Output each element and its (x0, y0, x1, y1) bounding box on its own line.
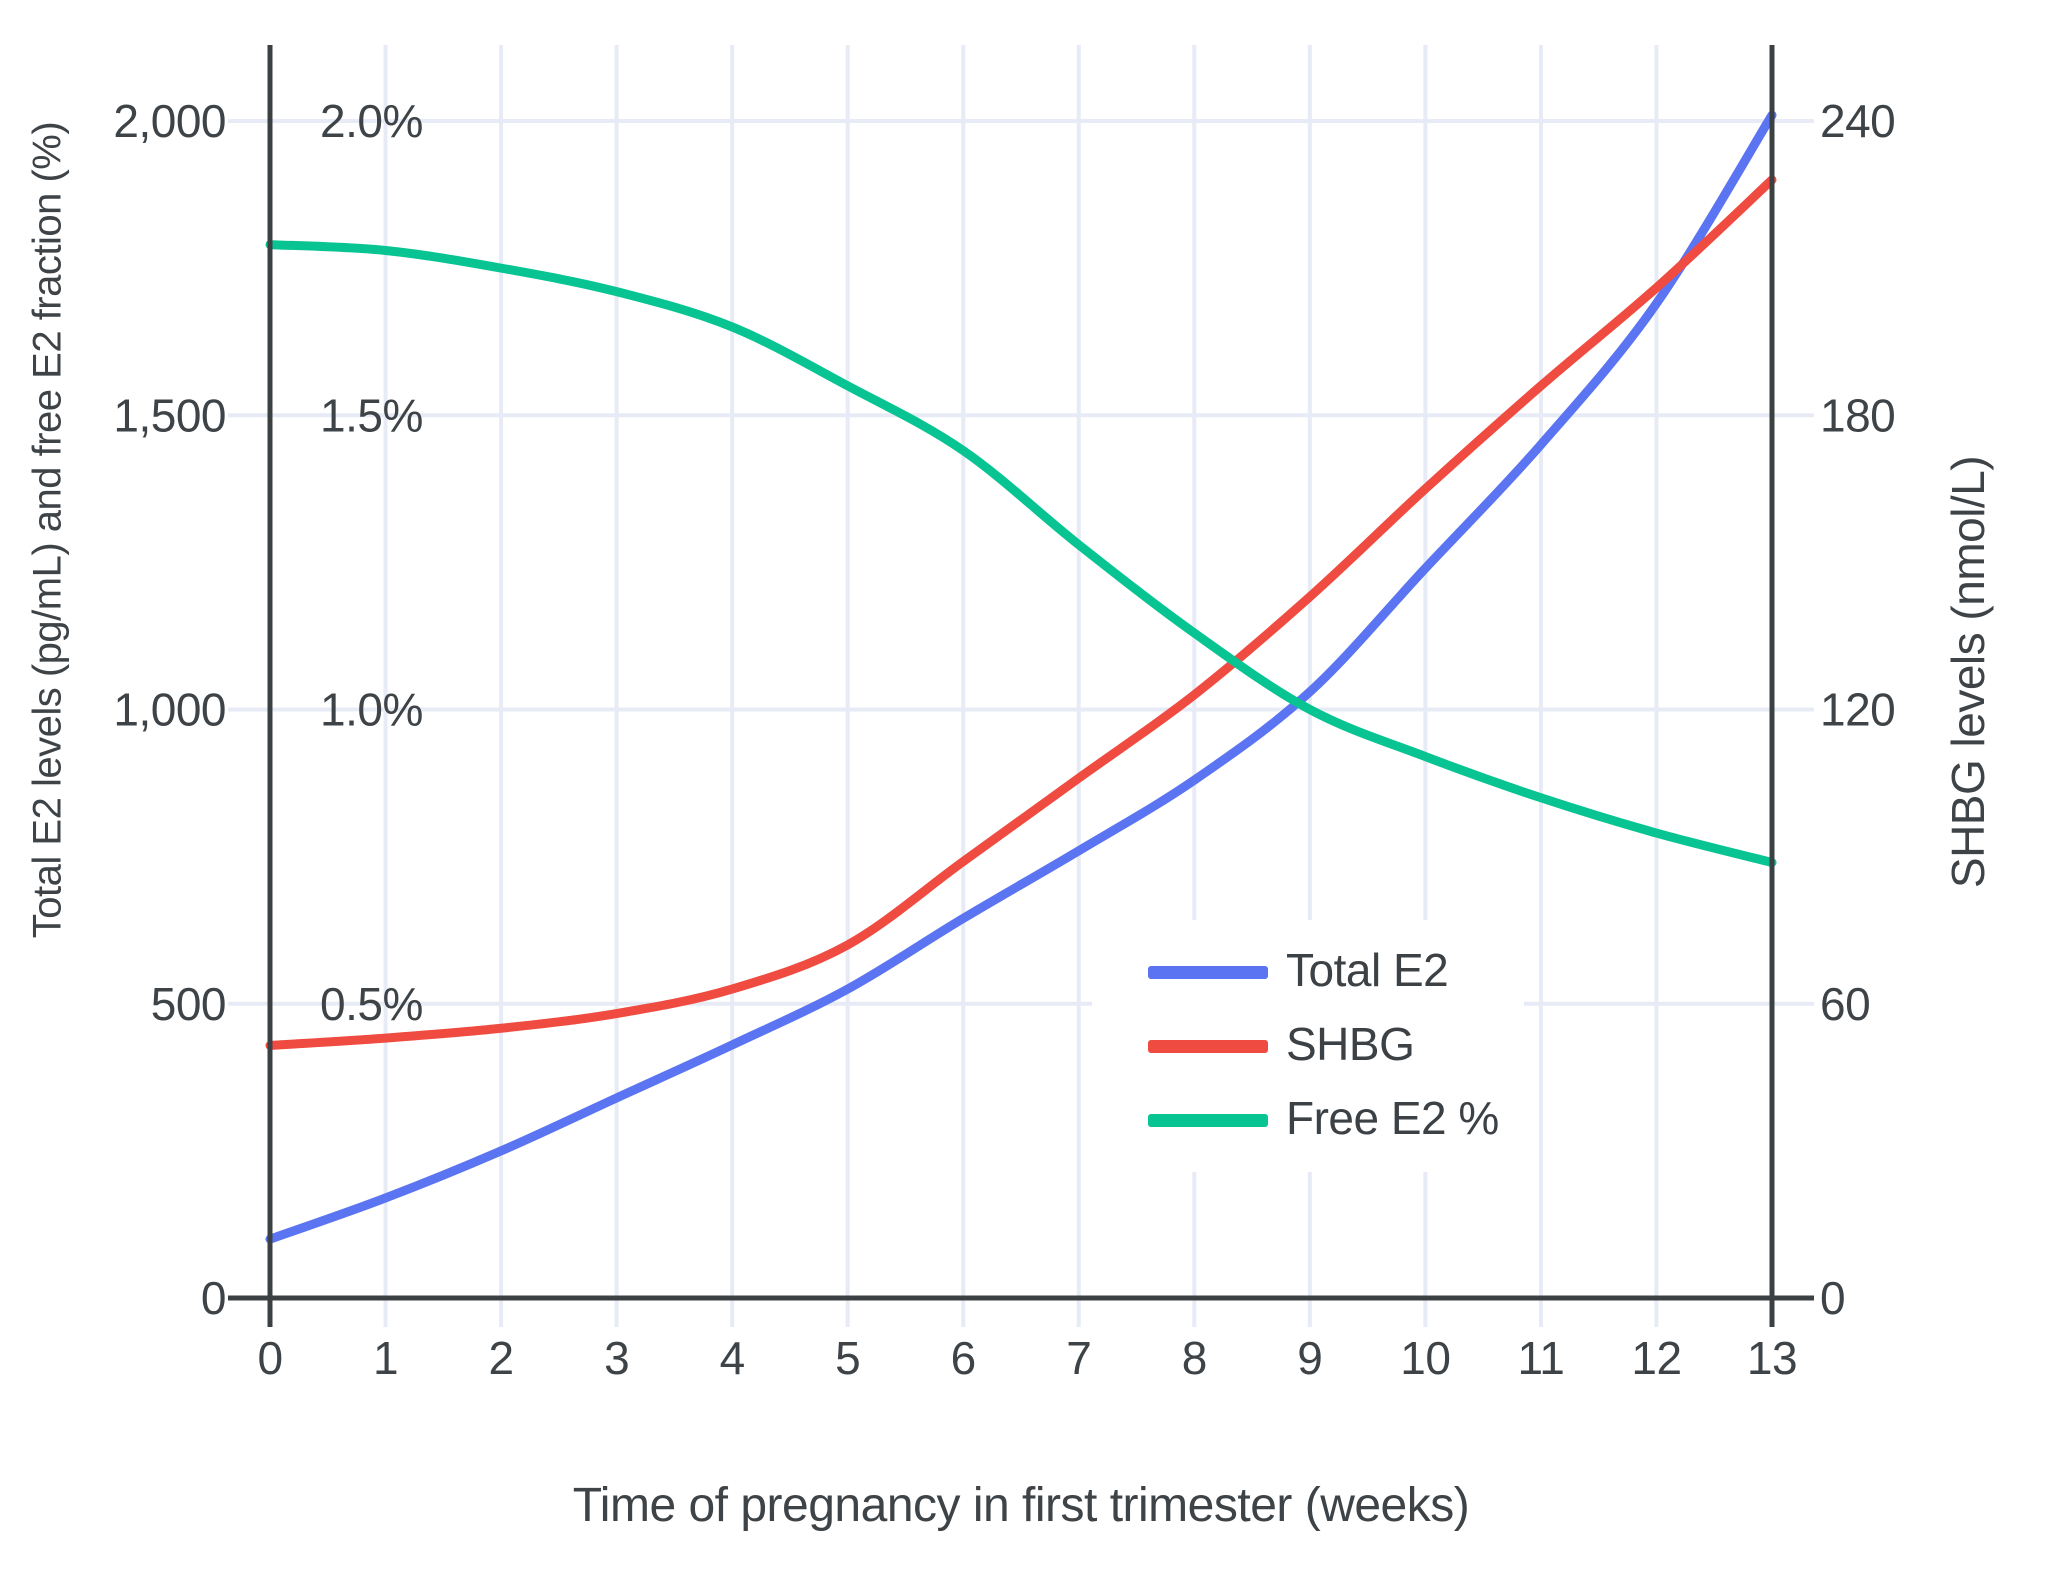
y-right-tick-label: 240 (1820, 95, 1895, 147)
shbg-line-swatch (1148, 1039, 1268, 1053)
x-tick-label: 0 (257, 1332, 282, 1384)
x-tick-label: 13 (1747, 1332, 1797, 1384)
x-tick-label: 8 (1182, 1332, 1207, 1384)
y-right-tick-label: 120 (1820, 684, 1895, 736)
y-axis-title-right: SHBG levels (nmol/L) (1942, 455, 1994, 889)
y-left-tick-label: 500 (151, 978, 226, 1030)
data-series-lines (265, 110, 1777, 1244)
y-right-tick-label: 0 (1820, 1272, 1845, 1324)
legend-label: SHBG (1286, 1018, 1415, 1070)
axis-lines (228, 45, 1814, 1327)
free-e2-line-swatch (1148, 1113, 1268, 1127)
legend: Total E2 SHBG Free E2 % (1092, 920, 1524, 1172)
free-e2--line (265, 240, 1777, 868)
x-tick-label: 12 (1631, 1332, 1681, 1384)
legend-label: Free E2 % (1286, 1092, 1499, 1144)
legend-label: Total E2 (1286, 944, 1449, 996)
total-e2-line (265, 110, 1777, 1244)
legend-item-free-e2[interactable]: Free E2 % (1148, 1095, 1524, 1145)
x-tick-label: 5 (835, 1332, 860, 1384)
percent-tick-label: 1.5% (320, 389, 423, 441)
tick-labels: 05001,0001,5002,0000.5%1.0%1.5%2.0%06012… (113, 95, 1895, 1384)
y-right-tick-label: 60 (1820, 978, 1870, 1030)
y-right-tick-label: 180 (1820, 389, 1895, 441)
y-left-tick-label: 1,500 (113, 389, 226, 441)
y-axis-title-left: Total E2 levels (pg/mL) and free E2 frac… (25, 121, 70, 939)
shbg-line (265, 175, 1777, 1050)
x-axis-title: Time of pregnancy in first trimester (we… (572, 1479, 1470, 1532)
y-left-tick-label: 1,000 (113, 684, 226, 736)
x-tick-label: 1 (373, 1332, 398, 1384)
y-left-tick-label: 0 (201, 1272, 226, 1324)
x-tick-label: 11 (1518, 1332, 1565, 1384)
x-tick-label: 10 (1400, 1332, 1450, 1384)
x-tick-label: 9 (1297, 1332, 1322, 1384)
percent-tick-label: 0.5% (320, 978, 423, 1030)
legend-item-total-e2[interactable]: Total E2 (1148, 947, 1524, 997)
y-left-tick-label: 2,000 (113, 95, 226, 147)
x-tick-label: 3 (604, 1332, 629, 1384)
x-tick-label: 7 (1066, 1332, 1091, 1384)
legend-item-shbg[interactable]: SHBG (1148, 1021, 1524, 1071)
percent-tick-label: 2.0% (320, 95, 423, 147)
x-tick-label: 4 (720, 1332, 745, 1384)
x-tick-label: 2 (489, 1332, 514, 1384)
x-tick-label: 6 (951, 1332, 976, 1384)
total-e2-line-swatch (1148, 965, 1268, 979)
percent-tick-label: 1.0% (320, 684, 423, 736)
gridlines (228, 45, 1814, 1327)
